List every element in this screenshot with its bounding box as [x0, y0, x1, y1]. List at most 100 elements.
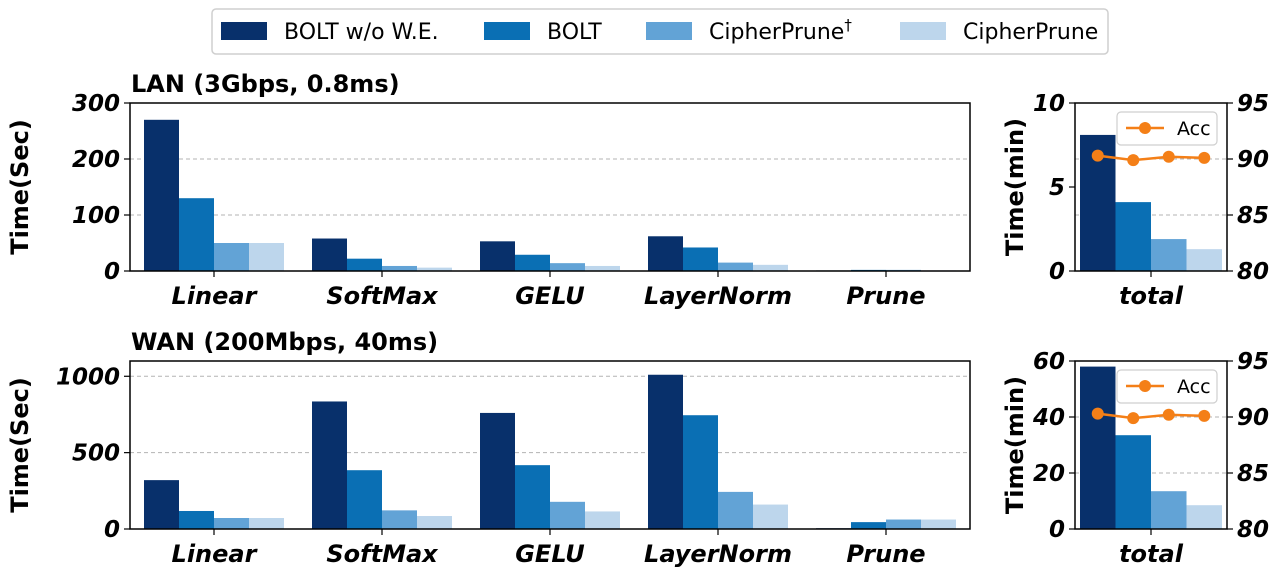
- wan-bar-linear-bolt-w-o-w-e: [144, 480, 179, 529]
- wan-xtick-label-layernorm: LayerNorm: [644, 540, 792, 568]
- wan-bar-layernorm-cipherprune: [718, 491, 753, 529]
- lan-total-acc-line: [1097, 154, 1205, 162]
- lan-xtick-label-gelu: GELU: [515, 282, 585, 310]
- lan-total-bar-cipherprune: [1186, 249, 1222, 271]
- wan-bar-gelu-bolt: [515, 465, 550, 529]
- wan-total-acc-point-1: [1091, 407, 1104, 420]
- lan-total-y2tick-label-95: 95: [1237, 91, 1269, 117]
- wan-total-acc-point-3: [1162, 408, 1175, 421]
- lan-xtick-label-layernorm: LayerNorm: [644, 282, 792, 310]
- wan-total-bar-bolt: [1115, 435, 1151, 529]
- wan-bar-layernorm-bolt-w-o-w-e: [648, 374, 683, 529]
- wan-ytick-label-1000: 1000: [56, 364, 120, 390]
- lan-panel-title: LAN (3Gbps, 0.8ms): [131, 70, 400, 98]
- wan-total-y2tick-label-95: 95: [1237, 349, 1269, 375]
- lan-bar-gelu-bolt: [515, 254, 550, 271]
- lan-total-bar-bolt: [1115, 202, 1151, 271]
- wan-panel-title: WAN (200Mbps, 40ms): [131, 328, 438, 356]
- wan-total-plot-frame: [1074, 360, 1228, 530]
- lan-bar-gelu-cipherprune: [585, 265, 620, 271]
- wan-xtick-label-softmax: SoftMax: [326, 540, 439, 568]
- lan-ytick-label-100: 100: [72, 203, 120, 229]
- lan-bar-layernorm-bolt: [683, 247, 718, 271]
- wan-bar-softmax-cipherprune: [417, 516, 452, 529]
- wan-total-acc-point-2: [1127, 412, 1140, 425]
- wan-bar-softmax-bolt: [347, 470, 382, 529]
- wan-total-acc-point-4: [1198, 409, 1211, 422]
- lan-total-ytick-label-5: 5: [1049, 175, 1065, 201]
- wan-bar-linear-cipherprune: [249, 518, 284, 529]
- lan-total-acc-legend-frame: [1116, 111, 1218, 146]
- wan-total-ytick-label-20: 20: [1033, 461, 1065, 487]
- lan-total-y2tick-label-80: 80: [1237, 259, 1269, 285]
- wan-total-ytick-label-60: 60: [1033, 349, 1065, 375]
- wan-y-axis-label: Time(Sec): [6, 377, 34, 513]
- lan-total-acc-legend-marker: [1139, 122, 1151, 134]
- lan-bar-gelu-cipherprune: [550, 263, 585, 271]
- wan-ytick-label-500: 500: [72, 441, 120, 467]
- legend-swatch-bolt: [484, 22, 530, 40]
- legend-swatch-cipherprune-dagger: [646, 22, 692, 40]
- wan-total-y2tick-label-85: 85: [1237, 461, 1269, 487]
- wan-total-acc-legend-label: Acc: [1177, 376, 1211, 398]
- lan-ytick-label-200: 200: [72, 147, 120, 173]
- wan-bar-layernorm-bolt: [683, 415, 718, 529]
- wan-bar-gelu-bolt-w-o-w-e: [480, 412, 515, 529]
- wan-bar-prune-cipherprune: [921, 519, 956, 529]
- lan-bar-softmax-bolt: [347, 258, 382, 271]
- wan-xtick-label-prune: Prune: [846, 540, 925, 568]
- legend-label-cipherprune-dagger: CipherPrune†: [709, 16, 852, 45]
- lan-ytick-label-300: 300: [72, 91, 120, 117]
- lan-chart: 0 100 200 300 Time(Sec) Linear SoftMax GELU Laye…: [6, 91, 971, 310]
- lan-bar-layernorm-bolt-w-o-w-e: [648, 236, 683, 271]
- legend-label-dagger: †: [844, 16, 852, 34]
- lan-bar-linear-cipherprune: [214, 243, 249, 271]
- legend-label-cipherprune: CipherPrune: [963, 20, 1098, 45]
- wan-total-bar-cipherprune-dagger: [1151, 491, 1187, 529]
- lan-bar-linear-bolt-w-o-w-e: [144, 119, 179, 271]
- wan-total-bar-bolt-w-o-w-e: [1080, 366, 1116, 529]
- lan-total-y2tick-label-85: 85: [1237, 203, 1269, 229]
- lan-total-acc-point-2: [1127, 154, 1140, 167]
- lan-total-y-axis-label: Time(min): [1001, 118, 1029, 256]
- lan-bar-softmax-cipherprune: [417, 267, 452, 271]
- lan-total-acc-point-4: [1198, 151, 1211, 164]
- wan-total-acc-line: [1097, 412, 1205, 420]
- lan-total-ytick-label-0: 0: [1049, 259, 1065, 285]
- lan-total-bar-cipherprune-dagger: [1151, 239, 1187, 271]
- wan-xtick-label-linear: Linear: [172, 540, 259, 568]
- wan-bar-softmax-cipherprune: [382, 510, 417, 529]
- wan-total-ytick-label-40: 40: [1032, 405, 1065, 431]
- wan-chart: 0 500 1000 Time(Sec) Linear SoftMax GELU LayerN…: [6, 360, 971, 568]
- lan-bar-linear-bolt: [179, 198, 214, 271]
- legend-label-bolt: BOLT: [547, 20, 602, 45]
- wan-bar-prune-cipherprune: [886, 519, 921, 529]
- lan-y-axis-label: Time(Sec): [6, 119, 34, 255]
- wan-total-y2tick-label-90: 90: [1237, 405, 1269, 431]
- lan-bar-layernorm-cipherprune: [718, 262, 753, 271]
- lan-xtick-label-linear: Linear: [172, 282, 259, 310]
- wan-total-acc-legend-frame: [1116, 369, 1218, 404]
- wan-bar-linear-cipherprune: [214, 518, 249, 529]
- wan-bar-layernorm-cipherprune: [753, 504, 788, 529]
- lan-bar-gelu-bolt-w-o-w-e: [480, 241, 515, 271]
- legend-swatch-bolt-wo-we: [221, 22, 267, 40]
- lan-total-ytick-label-10: 10: [1033, 91, 1065, 117]
- wan-xtick-label-gelu: GELU: [515, 540, 585, 568]
- wan-total-xtick-label: total: [1119, 540, 1184, 568]
- lan-total-acc-legend-label: Acc: [1177, 118, 1211, 140]
- wan-total-bar-cipherprune: [1186, 505, 1222, 529]
- lan-xtick-label-prune: Prune: [846, 282, 925, 310]
- lan-bar-softmax-cipherprune: [382, 265, 417, 271]
- lan-bar-softmax-bolt-w-o-w-e: [312, 238, 347, 271]
- legend-label-bolt-wo-we: BOLT w/o W.E.: [284, 20, 439, 45]
- wan-bar-prune-bolt: [851, 522, 886, 529]
- wan-total-acc-legend-marker: [1139, 380, 1151, 392]
- wan-bar-gelu-cipherprune: [550, 501, 585, 529]
- wan-bar-softmax-bolt-w-o-w-e: [312, 401, 347, 529]
- lan-total-acc-point-3: [1162, 150, 1175, 163]
- wan-total-y-axis-label: Time(min): [1001, 376, 1029, 514]
